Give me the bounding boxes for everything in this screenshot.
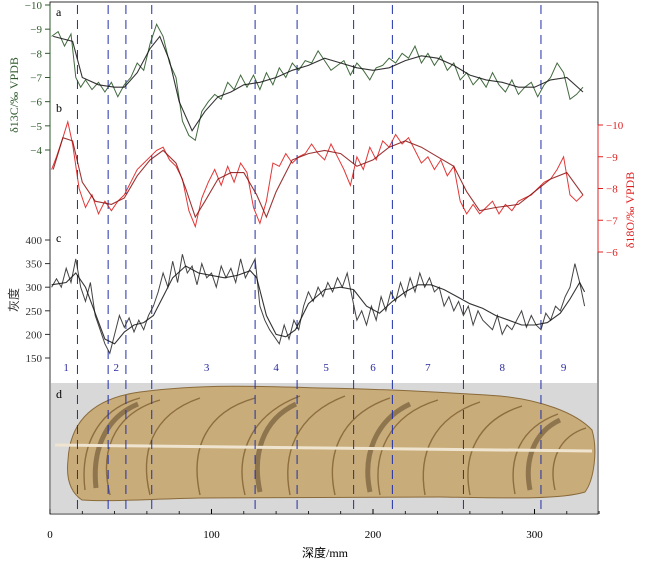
stalagmite-body	[67, 385, 596, 502]
y-tick-label-a: −4	[30, 145, 42, 157]
y-tick-label-a: −9	[30, 24, 42, 36]
y-tick-label-c: 200	[26, 329, 43, 341]
x-tick-label: 0	[47, 529, 53, 541]
y-tick-label-c: 400	[26, 235, 43, 247]
data-panels: −4 −5 −6 −7 −8 −9 −10 −6 −7 −8 −9 −10 150 200 250 300 35…	[25, 0, 624, 365]
y-tick-label-b: −6	[606, 247, 618, 259]
panel-label-d: d	[56, 387, 62, 401]
x-tick-label: 200	[365, 529, 382, 541]
zone-label-6: 6	[370, 362, 376, 374]
y-tick-label-c: 300	[26, 282, 43, 294]
y-tick-label-b: −8	[606, 184, 618, 196]
zone-label-3: 3	[204, 362, 210, 374]
zone-label-8: 8	[499, 362, 505, 374]
y-axis-label-c: 灰度	[6, 288, 21, 312]
y-tick-label-c: 250	[26, 306, 43, 318]
x-tick-label: 300	[526, 529, 543, 541]
zone-boundaries	[76, 5, 542, 513]
panel-a: −4 −5 −6 −7 −8 −9 −10	[25, 0, 584, 157]
zone-label-7: 7	[425, 362, 431, 374]
y-tick-label-a: −5	[30, 121, 42, 133]
panel-label-b: b	[56, 101, 62, 115]
zone-label-2: 2	[113, 362, 119, 374]
zone-label-9: 9	[561, 362, 567, 374]
zone-labels: 1 2 3 4 5 6 7 8 9	[63, 362, 566, 374]
growth-bands	[83, 395, 587, 496]
series-a-smoothed	[53, 35, 584, 132]
panel-c: 150 200 250 300 350 400	[26, 235, 586, 365]
y-tick-label-c: 150	[26, 353, 43, 365]
x-tick-label: 100	[203, 529, 220, 541]
panel-b: −6 −7 −8 −9 −10	[51, 119, 624, 259]
y-tick-label-c: 350	[26, 259, 43, 271]
dark-bands	[92, 401, 562, 493]
y-tick-label-b: −10	[606, 120, 624, 132]
series-c-smoothed	[51, 265, 586, 345]
y-tick-label-b: −7	[606, 215, 618, 227]
y-tick-label-a: −6	[30, 97, 42, 109]
sampling-track	[54, 443, 593, 453]
zone-label-1: 1	[63, 362, 69, 374]
y-tick-label-b: −9	[606, 152, 618, 164]
series-b-smoothed	[52, 137, 584, 219]
x-axis: 0 100 200 300	[47, 509, 600, 541]
series-b-raw	[51, 119, 584, 229]
y-tick-label-a: −7	[30, 73, 42, 85]
y-axis-label-a: δ13C/‰ VPDB	[7, 57, 21, 133]
panel-label-c: c	[56, 231, 61, 245]
stalagmite-photo	[51, 383, 597, 513]
y-axis-label-b: δ18O/‰ VPDB	[623, 172, 637, 248]
y-tick-label-a: −8	[30, 48, 42, 60]
zone-label-5: 5	[323, 362, 329, 374]
y-tick-label-a: −10	[25, 0, 43, 12]
series-a-raw	[51, 23, 584, 142]
x-axis-label: 深度/mm	[302, 545, 349, 560]
panel-label-a: a	[56, 5, 62, 19]
zone-label-4: 4	[273, 362, 279, 374]
